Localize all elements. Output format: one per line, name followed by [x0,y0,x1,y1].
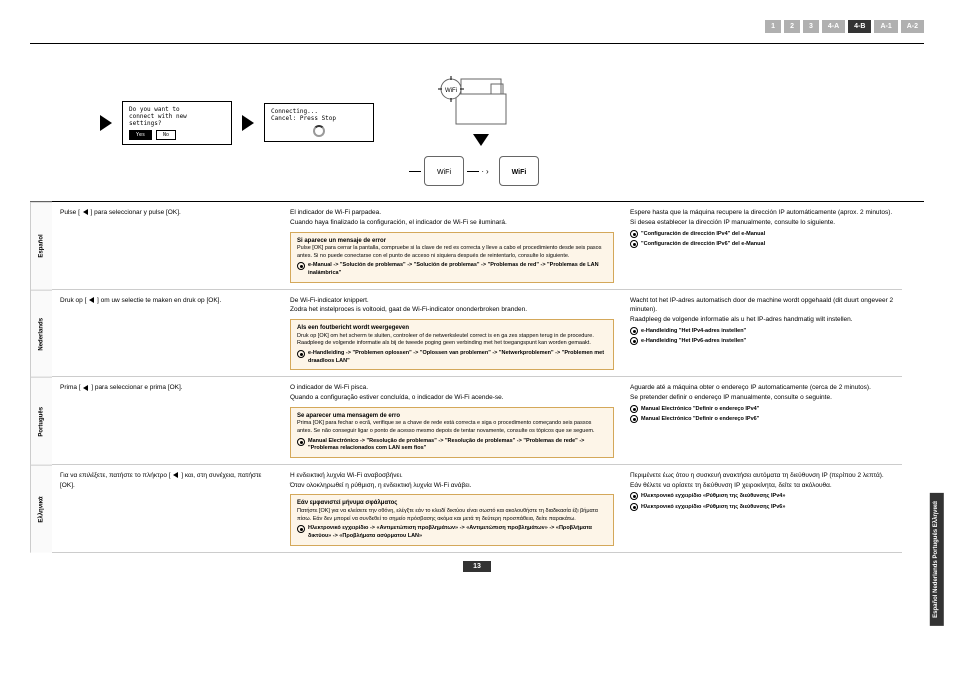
instruction-col3: Aguarde até a máquina obter o endereço I… [622,377,902,465]
instruction-col3: Wacht tot het IP-adres automatisch door … [622,290,902,378]
note-icon [297,262,305,270]
note-icon [630,230,638,238]
svg-text:WiFi: WiFi [511,169,526,176]
error-box: Εάν εμφανιστεί μήνυμα σφάλματος Πατήστε … [290,494,614,545]
instruction-col1: Druk op [ ] om uw selectie te maken en d… [52,290,282,378]
note-icon [630,503,638,511]
note-icon [297,525,305,533]
left-arrow-icon [83,209,88,215]
wifi-blinking-icon: WiFi [424,156,464,186]
arrow-right-icon [242,115,254,131]
header-tab[interactable]: 4-A [822,20,845,33]
header-tab[interactable]: A-2 [901,20,924,33]
left-arrow-icon [173,472,178,478]
side-language-tab: Español Nederlands Português Ελληνικά [930,493,944,626]
svg-text:WiFi: WiFi [445,88,457,94]
instruction-col1: Για να επιλέξετε, πατήστε το πλήκτρο [ ]… [52,465,282,553]
header-tab[interactable]: 4-B [848,20,871,33]
language-label: Español [30,202,52,290]
svg-text:WiFi: WiFi [437,169,451,176]
note-icon [297,350,305,358]
instruction-col2: El indicador de Wi-Fi parpadea. Cuando h… [282,202,622,290]
screen-text: connect with new [129,113,225,120]
no-button: No [156,130,176,140]
language-label: Ελληνικά [30,465,52,553]
arrow-right-icon [100,115,112,131]
instruction-col1: Pulse [ ] para seleccionar y pulse [OK]. [52,202,282,290]
note-icon [297,438,305,446]
note-icon [630,327,638,335]
header-tab[interactable]: 1 [765,20,781,33]
error-box: Si aparece un mensaje de error Pulse [OK… [290,232,614,283]
error-box: Als een foutbericht wordt weergegeven Dr… [290,319,614,370]
error-box: Se aparecer uma mensagem de erro Prima [… [290,407,614,458]
header-tabs: 1234-A4-BA-1 A-2 [30,20,924,33]
note-icon [630,337,638,345]
wifi-solid-icon: WiFi [499,156,539,186]
spinner-icon [313,125,325,137]
note-icon [630,405,638,413]
instruction-col1: Prima [ ] para seleccionar e prima [OK]. [52,377,282,465]
diagram-row: Do you want to connect with new settings… [30,59,924,186]
screen-text: Do you want to [129,106,225,113]
yes-button: Yes [129,130,152,140]
divider [30,43,924,44]
arrow-down-icon [473,134,489,146]
printer-icon: WiFi [436,59,526,129]
header-tab[interactable]: A-1 [874,20,897,33]
note-icon [630,240,638,248]
instruction-col2: Η ενδεικτική λυχνία Wi-Fi αναβοσβήνει. Ό… [282,465,622,553]
screen-settings-prompt: Do you want to connect with new settings… [122,101,232,145]
instruction-col2: O indicador de Wi-Fi pisca. Quando a con… [282,377,622,465]
instruction-col3: Περιμένετε έως ότου η συσκευή ανακτήσει … [622,465,902,553]
screen-text: Connecting... [271,108,367,115]
page-number: 13 [30,563,924,570]
screen-connecting: Connecting... Cancel: Press Stop [264,103,374,142]
header-tab[interactable]: 2 [784,20,800,33]
left-arrow-icon [89,297,94,303]
note-icon [630,415,638,423]
screen-text: settings? [129,120,225,127]
language-label: Português [30,377,52,465]
note-icon [630,492,638,500]
content-grid: EspañolPulse [ ] para seleccionar y puls… [30,201,924,553]
language-label: Nederlands [30,290,52,378]
header-tab[interactable]: 3 [803,20,819,33]
instruction-col3: Espere hasta que la máquina recupere la … [622,202,902,290]
screen-text: Cancel: Press Stop [271,115,367,122]
instruction-col2: De Wi-Fi-indicator knippert. Zodra het i… [282,290,622,378]
left-arrow-icon [83,385,88,391]
